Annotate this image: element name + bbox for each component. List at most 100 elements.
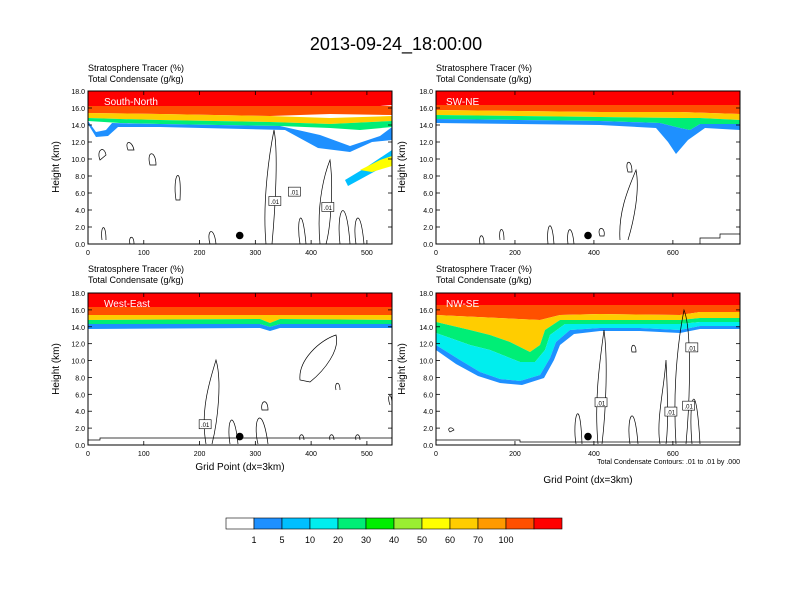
- tracer-intrusion-core: [360, 156, 392, 172]
- colorbar-swatch: [253, 517, 283, 530]
- panel-label: NW-SE: [446, 299, 479, 310]
- y-ticks: 0.0 2.0 4.0 6.0 8.0 10.0 12.0 14.0 16.0 18.0: [419, 89, 740, 249]
- tracer-50-band: [88, 113, 392, 124]
- colorbar-swatch: [505, 517, 535, 530]
- y-tick-label: 10.0: [71, 359, 85, 366]
- x-ticks: 0 100 200 300 400 500: [86, 91, 373, 257]
- plot-frame: [435, 292, 741, 446]
- y-tick-label: 16.0: [419, 106, 433, 113]
- y-tick-label: 10.0: [71, 157, 85, 164]
- overlay: .01 .01 .01: [235, 186, 335, 240]
- tracer-20-band: [436, 318, 740, 362]
- colorbar-swatch: [225, 517, 255, 530]
- y-tick-label: 14.0: [419, 123, 433, 130]
- contour-label-box: [198, 419, 212, 430]
- y-ticks: 0.0 2.0 4.0 6.0 8.0 10.0 12.0 14.0 16.0 18.0: [419, 291, 740, 450]
- colorbar-label: 70: [473, 535, 483, 545]
- y-axis-label: Height (km): [397, 343, 408, 395]
- y-tick-label: 2.0: [423, 426, 433, 433]
- contour-label-box: [685, 342, 699, 353]
- y-tick-label: 0.0: [75, 242, 85, 249]
- panel-west-east: Stratosphere Tracer (%) Total Condensate…: [51, 264, 393, 473]
- plot-frame: [87, 90, 393, 245]
- condensate-contours: [98, 129, 365, 244]
- y-tick-label: 12.0: [71, 342, 85, 349]
- x-axis-label: Grid Point (dx=3km): [195, 462, 284, 473]
- contour-label: .01: [667, 411, 676, 417]
- x-tick-label: 0: [86, 451, 90, 458]
- colorbar-swatch: [533, 517, 563, 530]
- x-tick-label: 300: [249, 451, 261, 458]
- x-tick-label: 200: [509, 451, 521, 458]
- y-tick-label: 8.0: [423, 375, 433, 382]
- plot-area: [88, 293, 392, 445]
- y-tick-label: 6.0: [75, 392, 85, 399]
- y-tick-label: 6.0: [423, 392, 433, 399]
- y-tick-label: 12.0: [419, 140, 433, 147]
- y-ticks: 0.0 2.0 4.0 6.0 8.0 10.0 12.0 14.0 16.0 18.0: [71, 89, 392, 249]
- tracer-100-band: [436, 293, 740, 305]
- colorbar-swatch: [281, 517, 311, 530]
- tracer-100-band: [88, 91, 392, 106]
- y-tick-label: 4.0: [423, 208, 433, 215]
- y-tick-label: 0.0: [423, 443, 433, 450]
- tracer-5-band: [436, 119, 740, 154]
- y-axis-label: Height (km): [51, 343, 62, 395]
- x-tick-label: 400: [305, 250, 317, 257]
- location-marker: [235, 231, 244, 240]
- x-tick-label: 400: [588, 451, 600, 458]
- location-marker: [584, 231, 592, 240]
- y-tick-label: 10.0: [419, 157, 433, 164]
- colorbar-label: 5: [279, 535, 284, 545]
- panel-title-line2: Total Condensate (g/kg): [88, 74, 184, 84]
- y-tick-label: 6.0: [423, 191, 433, 198]
- colorbar-swatch: [477, 517, 507, 530]
- colorbar-label: 50: [417, 535, 427, 545]
- x-tick-label: 500: [361, 250, 373, 257]
- contour-label-box: [288, 186, 301, 197]
- colorbar: 1 5 10 20 30 40 50 60 70 100: [225, 517, 563, 545]
- y-tick-label: 8.0: [423, 174, 433, 181]
- y-ticks: 0.0 2.0 4.0 6.0 8.0 10.0 12.0 14.0 16.0 18.0: [71, 291, 392, 450]
- tracer-20-band: [436, 115, 740, 130]
- tracer-70-band: [436, 305, 740, 320]
- y-tick-label: 12.0: [419, 342, 433, 349]
- overlay: .01: [198, 419, 244, 441]
- y-tick-label: 12.0: [71, 140, 85, 147]
- tracer-50-band: [436, 110, 740, 120]
- contour-label: .01: [290, 191, 299, 197]
- colorbar-swatch: [365, 517, 395, 530]
- contour-label-box: [321, 202, 335, 212]
- condensate-contours: [479, 161, 740, 244]
- plot-frame: [87, 292, 393, 446]
- location-marker: [235, 432, 244, 441]
- x-ticks: 0 100 200 300 400 500: [86, 293, 373, 458]
- x-tick-label: 100: [138, 451, 150, 458]
- x-axis-label: Grid Point (dx=3km): [543, 475, 632, 486]
- contour-label-box: [268, 196, 282, 206]
- panel-title-line1: Stratosphere Tracer (%): [436, 63, 532, 73]
- colorbar-swatch: [449, 517, 479, 530]
- x-tick-label: 0: [86, 250, 90, 257]
- plot-area: [436, 91, 740, 244]
- colorbar-label: 60: [445, 535, 455, 545]
- x-tick-label: 200: [509, 250, 521, 257]
- y-tick-label: 2.0: [423, 225, 433, 232]
- x-tick-label: 600: [667, 451, 679, 458]
- plot-area: [88, 91, 392, 244]
- contour-label: .01: [324, 206, 333, 212]
- colorbar-label: 40: [389, 535, 399, 545]
- tracer-70-band: [88, 106, 392, 116]
- colorbar-swatch: [309, 517, 339, 530]
- panel-label: South-North: [104, 97, 158, 108]
- y-tick-label: 16.0: [419, 308, 433, 315]
- overlay: [584, 231, 592, 240]
- colorbar-label: 30: [361, 535, 371, 545]
- x-tick-label: 400: [588, 250, 600, 257]
- colorbar-label: 1: [251, 535, 256, 545]
- colorbar-swatch: [337, 517, 367, 530]
- x-tick-label: 200: [194, 451, 206, 458]
- panel-nw-se: Stratosphere Tracer (%) Total Condensate…: [397, 264, 741, 486]
- panel-title-line2: Total Condensate (g/kg): [436, 275, 532, 285]
